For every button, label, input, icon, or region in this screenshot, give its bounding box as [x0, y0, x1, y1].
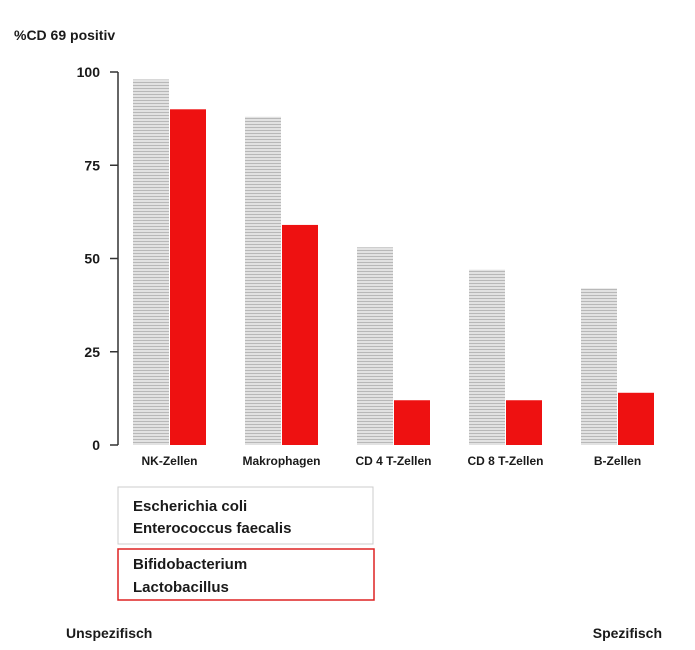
footer-right-label: Spezifisch: [593, 625, 662, 641]
bar-bifido-lactobacillus: [394, 400, 430, 445]
y-axis-title: %CD 69 positiv: [14, 27, 115, 43]
x-category-label: CD 4 T-Zellen: [355, 454, 431, 468]
y-tick-label: 0: [92, 437, 100, 453]
x-category-label: B-Zellen: [594, 454, 641, 468]
legend-red-line-2: Lactobacillus: [133, 579, 229, 596]
y-tick-label: 75: [84, 157, 100, 173]
bar-bifido-lactobacillus: [282, 224, 318, 445]
x-axis-labels: NK-Zellen Makrophagen CD 4 T-Zellen CD 8 T-…: [141, 454, 641, 468]
bar-bifido-lactobacillus: [506, 400, 542, 445]
x-category-label: Makrophagen: [242, 454, 320, 468]
x-category-label: NK-Zellen: [141, 454, 197, 468]
bar-ecoli-enterococcus: [245, 116, 281, 445]
bar-bifido-lactobacillus: [618, 392, 654, 445]
legend-red-line-1: Bifidobacterium: [133, 556, 247, 573]
x-category-label: CD 8 T-Zellen: [467, 454, 543, 468]
bar-groups: [133, 79, 654, 446]
legend-box-gray: [117, 486, 374, 545]
y-axis-ticks: 0 25 50 75 100: [77, 64, 118, 453]
bar-ecoli-enterococcus: [133, 79, 169, 446]
bar-bifido-lactobacillus: [170, 109, 206, 446]
legend-box-red: [117, 548, 375, 601]
y-tick-label: 100: [77, 64, 101, 80]
y-tick-label: 50: [84, 251, 100, 267]
bar-ecoli-enterococcus: [469, 269, 505, 445]
legend-gray-line-2: Enterococcus faecalis: [133, 520, 291, 537]
bar-ecoli-enterococcus: [357, 247, 393, 445]
legend: Escherichia coli Enterococcus faecalis B…: [117, 486, 375, 601]
legend-gray-line-1: Escherichia coli: [133, 498, 247, 515]
y-tick-label: 25: [84, 344, 100, 360]
bar-ecoli-enterococcus: [581, 288, 617, 445]
footer-left-label: Unspezifisch: [66, 625, 152, 641]
